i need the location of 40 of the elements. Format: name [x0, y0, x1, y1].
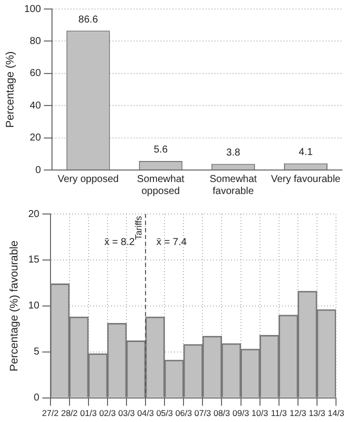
x-tick-label: 07/3: [194, 408, 212, 418]
y-axis-title: Percentage (%): [4, 51, 17, 128]
y-tick-label: 0: [35, 164, 42, 176]
x-tick-label: Somewhat favorable: [210, 174, 258, 197]
y-tick-label: 20: [30, 132, 42, 144]
x-tick-label: 05/3: [156, 408, 174, 418]
y-axis-title: Percentage (%) favourable: [8, 240, 21, 372]
x-tick-label: 10/3: [252, 408, 268, 418]
x-tick-label: Somewhat opposed: [137, 174, 185, 197]
data-label: 5.6: [154, 144, 168, 156]
data-label: 4.1: [298, 147, 314, 158]
x-tick-label: 14/3: [328, 408, 345, 418]
y-tick-label: 80: [30, 36, 42, 47]
x-tick-label: 27/2: [42, 408, 59, 418]
y-tick-label: 15: [28, 254, 40, 266]
y-tick-label: 60: [30, 68, 42, 80]
y-tick-label: 40: [30, 100, 42, 112]
x-tick-label: 08/3: [213, 408, 230, 418]
x-tick-label: Very favourable: [270, 174, 341, 185]
x-tick-label: 06/3: [175, 408, 192, 418]
x-tick-label: 01/3: [80, 408, 97, 418]
x-tick-label: 03/3: [118, 408, 136, 418]
x-tick-label: 11/3: [270, 408, 288, 418]
x-tick-label: Very opposed: [58, 174, 119, 185]
x-tick-label: 02/3: [99, 408, 116, 418]
y-tick-label: 5: [34, 346, 40, 358]
ref-line-label: Tariffs: [134, 216, 144, 240]
y-tick-label: 100: [24, 4, 42, 15]
x-tick-label: 13/3: [308, 408, 326, 418]
data-label: 3.8: [226, 148, 241, 159]
y-tick-label: 0: [34, 392, 40, 404]
x-tick-label: 12/3: [290, 408, 306, 418]
x-tick-label: 09/3: [232, 408, 250, 418]
y-tick-label: 20: [28, 208, 40, 220]
y-tick-label: 10: [28, 300, 40, 312]
x-tick-label: 28/2: [61, 408, 78, 418]
annotation: x̄ = 7.4: [156, 236, 188, 248]
annotation: x̄ = 8.2: [104, 236, 136, 248]
x-tick-label: 04/3: [137, 408, 154, 418]
data-label: 86.6: [78, 14, 98, 26]
